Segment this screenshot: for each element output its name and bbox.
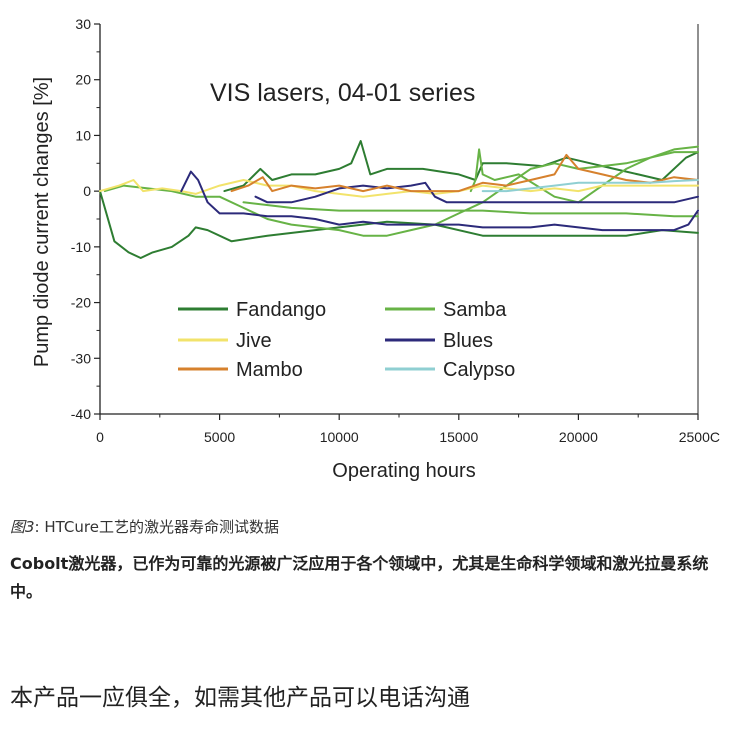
figure-caption: 图3: HTCure工艺的激光器寿命测试数据 [10, 516, 279, 537]
x-ticks: 0 5000 10000 15000 20000 2500C [96, 414, 720, 445]
y-axis-label: Pump diode current changes [%] [31, 77, 53, 367]
series-line-jive [99, 179, 699, 198]
y-tick-label: 30 [75, 16, 91, 32]
series-line-samba [469, 145, 699, 204]
series-line-mambo [230, 153, 699, 193]
series-line-samba [242, 201, 699, 218]
legend-label-mambo: Mambo [236, 359, 303, 381]
legend-label-blues: Blues [443, 330, 493, 352]
series-line-fandango [223, 140, 699, 193]
footer-text: 本产品一应俱全，如需其他产品可以电话沟通 [10, 685, 470, 711]
x-tick-label: 20000 [559, 429, 598, 445]
chart-legend: Fandango Samba Jive Blues Mambo Calypso [178, 299, 515, 381]
series-line-calypso [481, 179, 699, 193]
series-line-fandango [99, 190, 699, 259]
legend-label-samba: Samba [443, 299, 507, 321]
y-tick-label: -30 [71, 350, 91, 366]
legend-label-jive: Jive [236, 330, 272, 352]
chart-title: VIS lasers, 04-01 series [210, 79, 475, 107]
bold-description: Cobolt激光器，已作为可靠的光源被广泛应用于各个领域中，尤其是生命科学领域和… [10, 554, 709, 601]
x-tick-label: 0 [96, 429, 104, 445]
series-line-samba [103, 151, 699, 237]
y-tick-label: 0 [83, 183, 91, 199]
x-tick-label: 5000 [204, 429, 235, 445]
y-tick-label: 20 [75, 72, 91, 88]
y-tick-label: 10 [75, 127, 91, 143]
figure-label: 图3 [10, 518, 35, 536]
y-ticks: 30 20 10 0 -10 -20 -30 -40 [71, 16, 100, 422]
legend-label-calypso: Calypso [443, 359, 515, 381]
x-axis-label: Operating hours [332, 460, 475, 482]
x-tick-label: 10000 [320, 429, 359, 445]
series-line-blues [254, 181, 699, 204]
figure-caption-text: : HTCure工艺的激光器寿命测试数据 [34, 518, 279, 536]
series-layer [99, 140, 699, 259]
y-tick-label: -40 [71, 406, 91, 422]
x-tick-label: 15000 [439, 429, 478, 445]
series-line-blues [180, 170, 699, 232]
y-tick-label: -10 [71, 239, 91, 255]
x-tick-label: 2500C [679, 429, 720, 445]
line-chart: 30 20 10 0 -10 -20 -30 -40 0 5000 10000 15000 20000… [31, 16, 720, 482]
legend-label-fandango: Fandango [236, 299, 326, 321]
y-tick-label: -20 [71, 295, 91, 311]
